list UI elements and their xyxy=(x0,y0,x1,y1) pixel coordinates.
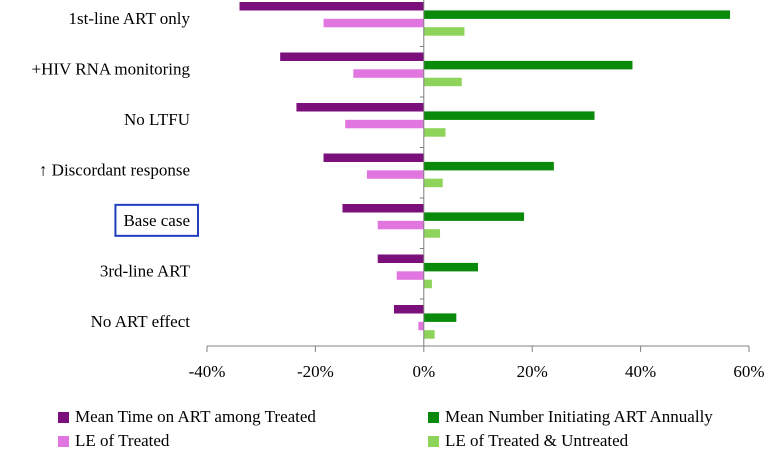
bar-1-1 xyxy=(353,69,424,78)
legend: Mean Time on ART among Treated Mean Numb… xyxy=(0,402,769,452)
legend-label: Mean Number Initiating ART Annually xyxy=(445,407,713,426)
bar-1-3 xyxy=(366,170,424,179)
legend-label: LE of Treated & Untreated xyxy=(445,431,629,450)
bar-1-4 xyxy=(377,220,424,230)
category-label-1: +HIV RNA monitoring xyxy=(31,59,190,78)
category-label-3: ↑ Discordant response xyxy=(39,160,190,179)
bar-3-2 xyxy=(423,128,446,137)
bar-0-3 xyxy=(323,153,424,162)
legend-swatch xyxy=(428,411,439,423)
x-tick-label-1: -20% xyxy=(297,362,334,381)
legend-item-time-on-art: Mean Time on ART among Treated xyxy=(58,407,316,427)
legend-label: LE of Treated xyxy=(75,431,170,450)
legend-label: Mean Time on ART among Treated xyxy=(75,407,316,426)
x-tick-label-3: 20% xyxy=(517,362,548,381)
bars-layer xyxy=(239,2,731,339)
x-tick-label-2: 0% xyxy=(412,362,435,381)
legend-swatch xyxy=(428,435,439,447)
base-case-highlight-box xyxy=(114,203,199,237)
x-axis: -40% -20% 0% 20% 40% 60% xyxy=(189,0,765,381)
bar-0-4 xyxy=(342,204,424,213)
bar-3-4 xyxy=(423,229,441,238)
category-label-2: No LTFU xyxy=(124,110,190,129)
bar-2-2 xyxy=(423,111,595,120)
category-label-4: Base case xyxy=(123,211,190,230)
bar-2-4 xyxy=(423,212,525,221)
bar-2-1 xyxy=(423,60,633,70)
bar-3-3 xyxy=(423,178,443,188)
bar-0-6 xyxy=(393,305,424,314)
bar-0-1 xyxy=(280,52,424,61)
bar-2-5 xyxy=(423,262,478,272)
x-tick-label-0: -40% xyxy=(189,362,226,381)
bar-1-0 xyxy=(323,18,424,28)
bar-3-6 xyxy=(423,330,435,339)
legend-swatch xyxy=(58,411,69,423)
bar-3-5 xyxy=(423,279,432,289)
bar-0-5 xyxy=(377,254,424,263)
legend-item-number-initiating: Mean Number Initiating ART Annually xyxy=(428,407,713,427)
bar-3-0 xyxy=(423,27,465,36)
bar-2-6 xyxy=(423,313,457,322)
bar-1-5 xyxy=(396,271,424,280)
legend-item-le-treated: LE of Treated xyxy=(58,431,169,451)
bar-0-2 xyxy=(296,103,424,112)
legend-item-le-treated-untreated: LE of Treated & Untreated xyxy=(428,431,628,451)
x-tick-label-4: 40% xyxy=(625,362,656,381)
bar-3-1 xyxy=(423,77,462,87)
category-label-6: No ART effect xyxy=(91,312,191,331)
category-label-5: 3rd-line ART xyxy=(100,261,191,280)
x-tick-label-5: 60% xyxy=(733,362,764,381)
bar-2-3 xyxy=(423,161,554,171)
category-label-0: 1st-line ART only xyxy=(69,9,191,28)
bar-2-0 xyxy=(423,10,731,19)
category-labels: 1st-line ART only +HIV RNA monitoring No L… xyxy=(31,9,199,331)
bar-1-2 xyxy=(345,119,424,129)
bar-1-6 xyxy=(418,321,424,331)
legend-swatch xyxy=(58,435,69,447)
bar-0-0 xyxy=(239,2,424,11)
